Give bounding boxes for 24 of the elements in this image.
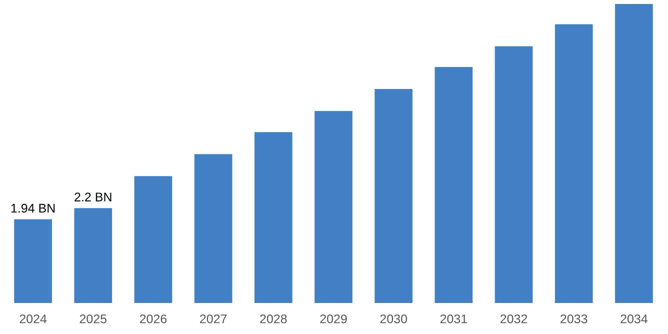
- x-tick-label: 2033: [560, 314, 588, 324]
- x-tick-label: 2031: [440, 314, 467, 324]
- x-tick-label: 2028: [260, 314, 287, 324]
- x-tick-label: 2032: [500, 314, 528, 324]
- bar: [554, 24, 593, 303]
- bar: [194, 154, 232, 303]
- bar: [14, 219, 52, 303]
- bar: [74, 208, 112, 303]
- bar: [434, 66, 473, 303]
- bar: [494, 46, 533, 303]
- x-tick-label: 2030: [380, 314, 408, 324]
- bar: [254, 132, 292, 303]
- x-tick-label: 2034: [620, 314, 648, 324]
- data-label: 2.2 BN: [74, 192, 112, 202]
- bar: [615, 4, 653, 303]
- x-tick-label: 2024: [20, 314, 47, 324]
- x-tick-label: 2029: [320, 314, 347, 324]
- bar: [314, 111, 352, 303]
- bar: [374, 88, 413, 303]
- x-tick-label: 2025: [80, 314, 107, 324]
- bar: [134, 176, 172, 303]
- x-tick-label: 2026: [140, 314, 167, 324]
- data-label: 1.94 BN: [11, 204, 55, 213]
- x-tick-label: 2027: [200, 314, 227, 324]
